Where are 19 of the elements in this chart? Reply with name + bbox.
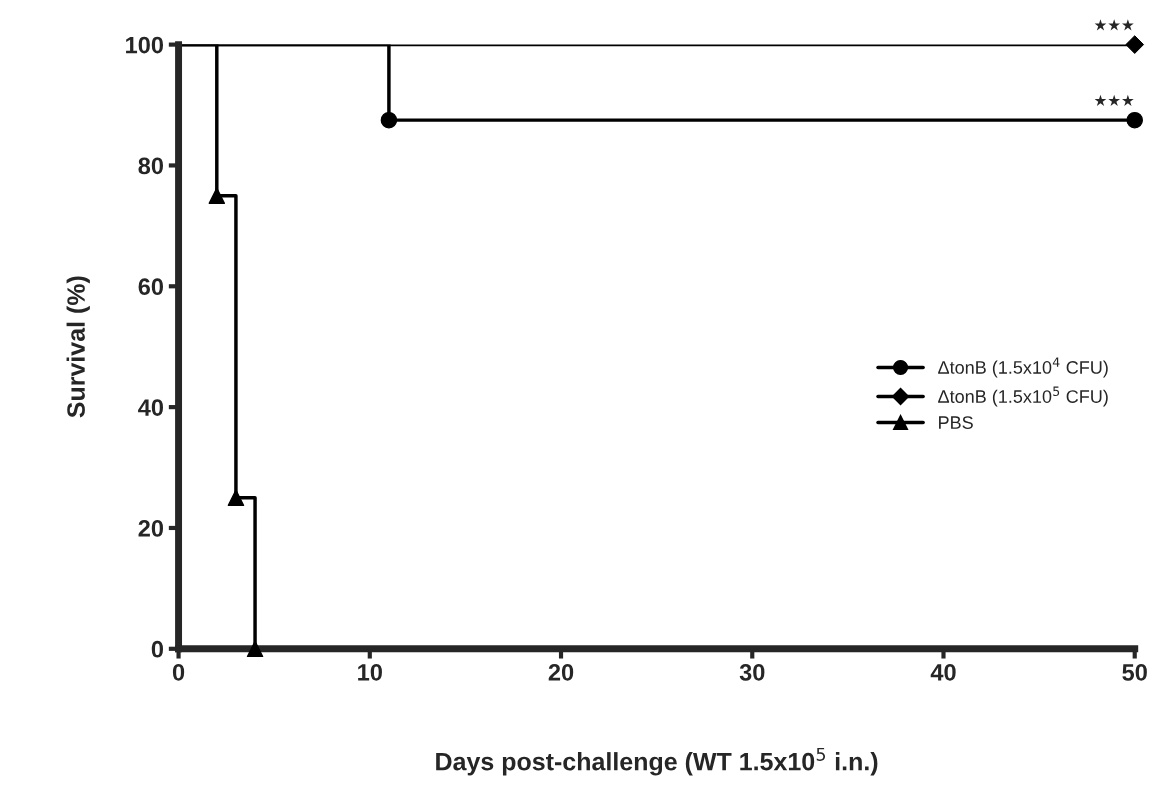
y-tick-label: 80 bbox=[138, 157, 164, 175]
y-tick-label: 40 bbox=[138, 399, 164, 416]
y-tick-label: 60 bbox=[138, 278, 164, 296]
y-axis-title: Survival (%) bbox=[66, 276, 90, 418]
annotation: ★★★ bbox=[1094, 94, 1134, 106]
y-tick-label: 0 bbox=[151, 640, 164, 658]
x-tick-label: 10 bbox=[358, 664, 382, 681]
legend-label: ΔtonB (1.5x10$^{4}$ CFU) bbox=[938, 357, 1108, 378]
x-tick-label: 50 bbox=[1122, 664, 1147, 681]
x-tick-label: 20 bbox=[548, 664, 574, 681]
annotation: ★★★ bbox=[1094, 19, 1134, 31]
x-tick-label: 40 bbox=[930, 664, 956, 681]
x-tick-label: 0 bbox=[172, 664, 185, 681]
x-tick-label: 30 bbox=[739, 664, 765, 681]
x-axis-title: Days post-challenge (WT 1.5x10$^{5}$ i.n.) bbox=[436, 747, 878, 776]
y-tick-label: 100 bbox=[126, 36, 164, 54]
y-tick-label: 20 bbox=[138, 520, 164, 537]
legend-label: ΔtonB (1.5x10$^{5}$ CFU) bbox=[938, 386, 1108, 407]
legend-label: PBS bbox=[939, 416, 973, 429]
